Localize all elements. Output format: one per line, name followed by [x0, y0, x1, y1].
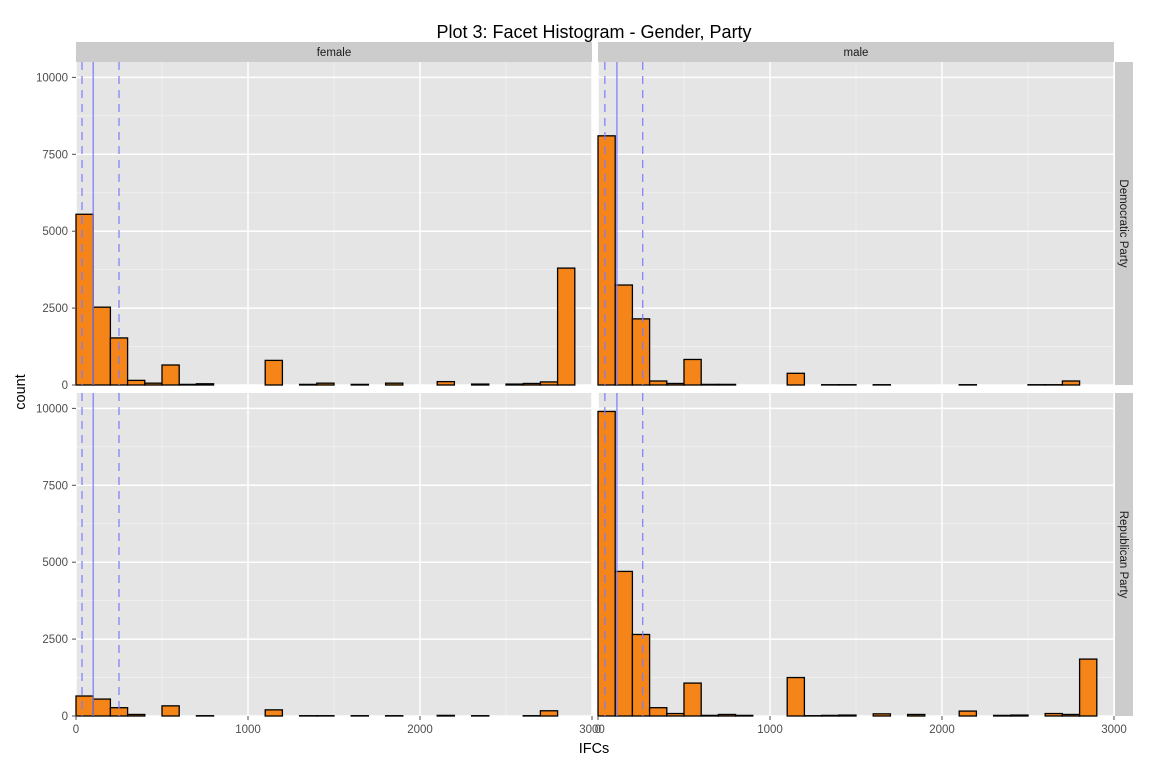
strip-democratic-party: Democratic Party [1115, 62, 1133, 385]
panel-male-democratic-party [597, 62, 1115, 386]
panel-female-democratic-party [75, 62, 593, 386]
histogram-bar [298, 383, 318, 386]
histogram-bar [838, 714, 857, 717]
histogram-bar [144, 382, 163, 386]
histogram-bar [161, 705, 180, 717]
histogram-bar [958, 710, 978, 717]
strip-background [598, 42, 1114, 62]
strips-layer: female male Democratic Party Republican Par… [76, 42, 1133, 716]
histogram-bar [126, 379, 146, 386]
histogram-bar [75, 695, 94, 717]
histogram-bar [384, 382, 404, 386]
y-tick-label: 0 [62, 380, 68, 392]
histogram-bar [734, 714, 754, 717]
x-tick-label: 3000 [1101, 724, 1127, 736]
histogram-bar [648, 380, 668, 386]
histogram-bar [872, 713, 892, 717]
x-axis-title: IFCs [579, 741, 610, 757]
chart-title: Plot 3: Facet Histogram - Gender, Party [436, 22, 751, 42]
y-tick-label: 10000 [36, 403, 68, 415]
strip-label: Republican Party [1117, 511, 1129, 599]
strip-male: male [598, 42, 1114, 62]
y-tick-label: 2500 [42, 303, 68, 315]
histogram-bar [597, 135, 616, 386]
x-tick-label: 3000 [579, 724, 605, 736]
histogram-bar [683, 682, 702, 717]
histogram-bar [316, 382, 335, 386]
histogram-bar [666, 382, 685, 386]
strip-republican-party: Republican Party [1115, 393, 1133, 716]
histogram-bar [1044, 712, 1064, 717]
histogram-bar [264, 709, 284, 717]
histogram-bar [666, 712, 685, 717]
y-tick-label: 0 [62, 711, 68, 723]
histogram-bar [786, 372, 806, 386]
strip-label: male [844, 47, 869, 59]
histogram-bar [350, 383, 370, 386]
histogram-bar [505, 383, 524, 386]
histogram-bar [92, 306, 112, 386]
histogram-bar [683, 358, 702, 386]
strip-label: Democratic Party [1117, 179, 1129, 267]
strip-background [1115, 62, 1133, 385]
histogram-bar [700, 714, 720, 717]
histogram-bar [161, 364, 180, 386]
histogram-bar [92, 698, 112, 717]
histogram-bar [195, 383, 215, 386]
histogram-bar [717, 383, 737, 386]
histogram-bar [1061, 380, 1081, 386]
histogram-bar [264, 359, 284, 386]
histogram-bar [126, 713, 146, 717]
histogram-bar [992, 714, 1012, 717]
strip-female: female [76, 42, 592, 62]
strip-background [76, 42, 592, 62]
histogram-bar [717, 713, 737, 717]
histogram-bar [614, 284, 634, 386]
x-tick-label: 0 [73, 724, 79, 736]
y-tick-label: 10000 [36, 72, 68, 84]
histogram-bar [539, 710, 559, 717]
histogram-bar [648, 707, 668, 717]
histogram-bar [631, 318, 651, 386]
histogram-bar [470, 383, 490, 386]
histogram-bar [556, 267, 576, 386]
histogram-bar [597, 410, 616, 717]
histogram-bar [436, 714, 456, 717]
x-tick-label: 1000 [235, 724, 261, 736]
x-tick-label: 1000 [757, 724, 783, 736]
histogram-bar [1010, 714, 1029, 717]
histogram-bar [700, 383, 720, 386]
histogram-bar [436, 380, 456, 386]
x-tick-label: 0 [595, 724, 601, 736]
x-tick-label: 2000 [407, 724, 433, 736]
histogram-bar [631, 633, 651, 717]
histogram-bar [820, 714, 840, 717]
histogram-bar [1061, 713, 1081, 717]
y-tick-label: 5000 [42, 226, 68, 238]
histogram-bar [614, 570, 634, 717]
histogram-bar [522, 382, 542, 386]
y-axis-title: count [13, 374, 29, 409]
histogram-bar [75, 213, 94, 386]
panels-layer [75, 62, 1115, 717]
strip-label: female [317, 47, 352, 59]
histogram-bar [786, 676, 806, 717]
y-tick-label: 7500 [42, 480, 68, 492]
y-tick-label: 5000 [42, 557, 68, 569]
histogram-bar [178, 383, 198, 386]
strip-background [1115, 393, 1133, 716]
panel-male-republican-party [597, 393, 1115, 717]
histogram-bar [1078, 658, 1098, 717]
x-tick-label: 2000 [929, 724, 955, 736]
histogram-bar [906, 713, 926, 717]
panel-female-republican-party [75, 393, 593, 717]
y-tick-label: 2500 [42, 634, 68, 646]
y-tick-label: 7500 [42, 149, 68, 161]
histogram-bar [539, 381, 559, 386]
